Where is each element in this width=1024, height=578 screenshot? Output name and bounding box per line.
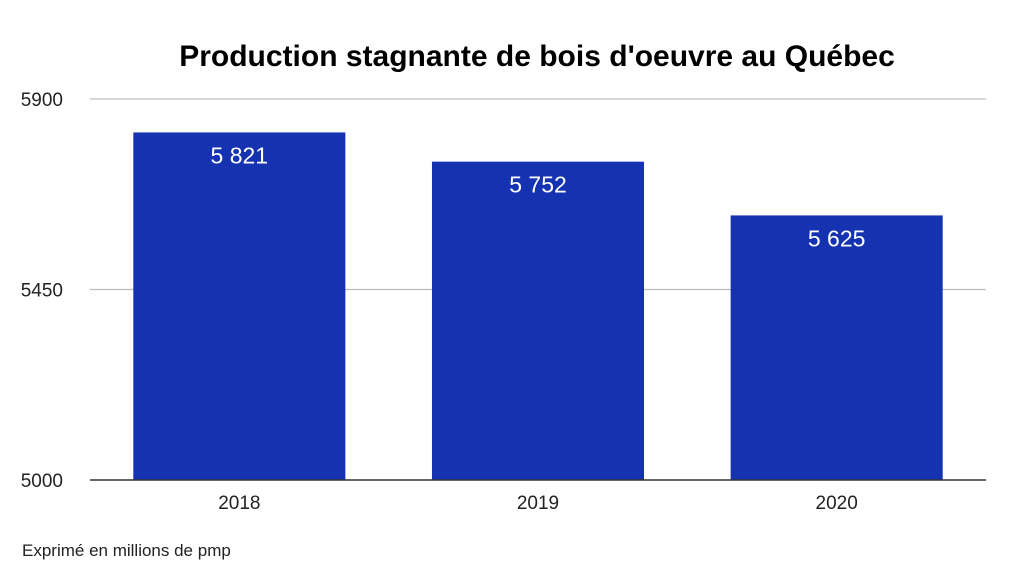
y-tick-label: 5450 (21, 281, 63, 302)
x-tick-label: 2019 (517, 493, 559, 514)
data-label-2020: 5 625 (808, 225, 866, 251)
bar-2018 (133, 132, 346, 480)
bars: 5 821 5 752 5 625 (133, 132, 943, 481)
y-tick-label: 5900 (21, 90, 63, 111)
bar-2019 (431, 161, 645, 481)
y-axis-labels: 5000 5450 5900 (21, 90, 63, 492)
x-tick-label: 2018 (218, 493, 260, 514)
data-label-2018: 5 821 (211, 142, 269, 168)
bar-2020 (730, 215, 943, 480)
y-tick-label: 5000 (21, 471, 63, 492)
chart-title: Production stagnante de bois d'oeuvre au… (179, 40, 895, 73)
x-tick-label: 2020 (816, 493, 858, 514)
data-label-2019: 5 752 (509, 172, 567, 198)
footnote: Exprimé en millions de pmp (22, 541, 231, 560)
x-axis-labels: 2018 2019 2020 (218, 493, 858, 514)
